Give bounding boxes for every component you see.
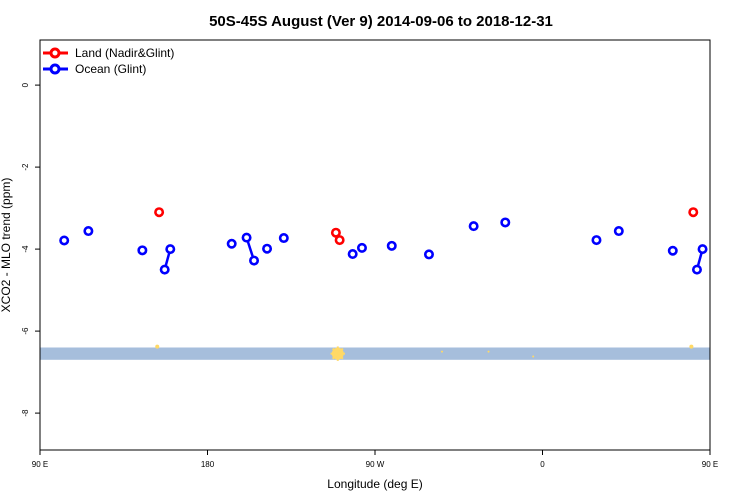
legend-ocean-marker <box>49 63 61 75</box>
plot-frame <box>39 39 711 451</box>
band-rect <box>40 347 710 360</box>
ocean-point-8-0 <box>347 249 358 260</box>
ocean-point-3-1 <box>165 244 176 255</box>
data-marks <box>59 207 708 275</box>
ocean-point-14-0 <box>591 235 602 246</box>
y-axis: 0 -2 -4 -6 -8 <box>21 82 40 417</box>
ocean-point-10-0 <box>386 240 397 251</box>
land-point-2-0 <box>688 207 699 218</box>
band-marker-4 <box>532 355 535 358</box>
x-axis: 90 E 180 90 W 0 90 E <box>32 450 718 469</box>
y-tick-label-0: 0 <box>21 82 30 87</box>
legend: Land (Nadir&Glint) Ocean (Glint) <box>43 46 174 76</box>
y-tick-label-1: -2 <box>21 163 30 171</box>
y-tick-label-4: -8 <box>21 409 30 417</box>
ocean-point-0-0 <box>59 235 70 246</box>
ocean-point-1-0 <box>83 226 94 237</box>
ocean-point-17-0 <box>691 264 702 275</box>
band-marker-5 <box>689 344 694 349</box>
reference-band <box>40 344 710 361</box>
ocean-point-4-0 <box>226 238 237 249</box>
x-tick-label-4: 90 E <box>702 460 718 469</box>
x-tick-label-0: 90 E <box>32 460 48 469</box>
ocean-point-17-1 <box>697 244 708 255</box>
ocean-point-7-0 <box>278 233 289 244</box>
land-point-1-0 <box>330 227 341 238</box>
ocean-point-12-0 <box>468 221 479 232</box>
legend-ocean-label: Ocean (Glint) <box>75 62 146 76</box>
y-tick-label-2: -4 <box>21 245 30 253</box>
land-point-1-1 <box>334 235 345 246</box>
x-tick-label-2: 90 W <box>366 460 385 469</box>
ocean-point-15-0 <box>613 226 624 237</box>
band-marker-2 <box>441 350 443 353</box>
y-axis-label: XCO2 - MLO trend (ppm) <box>0 178 13 313</box>
ocean-point-6-0 <box>262 243 273 254</box>
x-axis-label: Longitude (deg E) <box>327 477 422 491</box>
band-marker-3 <box>487 350 490 353</box>
ocean-point-16-0 <box>667 245 678 256</box>
ocean-point-5-0 <box>241 232 252 243</box>
ocean-point-5-1 <box>249 255 260 266</box>
legend-land-label: Land (Nadir&Glint) <box>75 46 174 60</box>
band-marker-0 <box>155 344 160 349</box>
ocean-point-9-0 <box>356 242 367 253</box>
ocean-point-13-0 <box>500 217 511 228</box>
y-tick-label-3: -6 <box>21 327 30 335</box>
band-marker-1 <box>330 346 345 361</box>
ocean-point-2-0 <box>137 245 148 256</box>
x-tick-label-1: 180 <box>201 460 215 469</box>
ocean-point-11-0 <box>423 249 434 260</box>
land-point-0-0 <box>154 207 165 218</box>
ocean-point-3-0 <box>159 264 170 275</box>
chart-title: 50S-45S August (Ver 9) 2014-09-06 to 201… <box>209 13 553 30</box>
legend-land-marker <box>49 47 61 59</box>
x-tick-label-3: 0 <box>540 460 545 469</box>
